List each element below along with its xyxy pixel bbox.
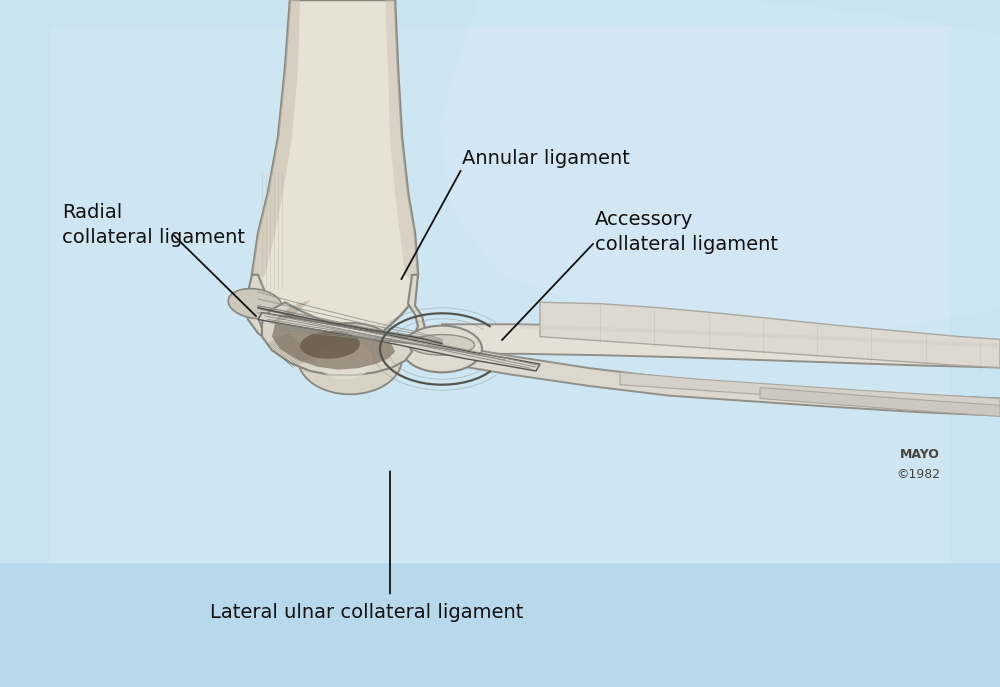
Polygon shape	[258, 313, 540, 371]
Polygon shape	[340, 323, 1000, 416]
Polygon shape	[620, 372, 1000, 409]
Text: Annular ligament: Annular ligament	[462, 148, 630, 168]
Text: Accessory
collateral ligament: Accessory collateral ligament	[595, 210, 778, 254]
Polygon shape	[50, 27, 950, 563]
Text: MAYO: MAYO	[900, 449, 940, 461]
Polygon shape	[520, 324, 1000, 348]
Polygon shape	[760, 387, 1000, 416]
Polygon shape	[540, 302, 1000, 368]
Ellipse shape	[402, 326, 482, 372]
Text: Lateral ulnar collateral ligament: Lateral ulnar collateral ligament	[210, 603, 523, 622]
Text: ©1982: ©1982	[896, 468, 940, 480]
Ellipse shape	[300, 331, 360, 359]
Polygon shape	[272, 313, 395, 370]
Polygon shape	[262, 302, 412, 375]
Ellipse shape	[410, 335, 475, 355]
Circle shape	[317, 341, 373, 379]
Bar	[0, 563, 1000, 687]
Polygon shape	[442, 324, 1000, 368]
Polygon shape	[440, 0, 1000, 330]
Polygon shape	[252, 0, 300, 278]
Text: Radial
collateral ligament: Radial collateral ligament	[62, 203, 245, 247]
Circle shape	[298, 323, 402, 394]
Polygon shape	[385, 0, 418, 278]
Ellipse shape	[228, 289, 282, 319]
Polygon shape	[245, 275, 425, 363]
Polygon shape	[252, 0, 418, 350]
